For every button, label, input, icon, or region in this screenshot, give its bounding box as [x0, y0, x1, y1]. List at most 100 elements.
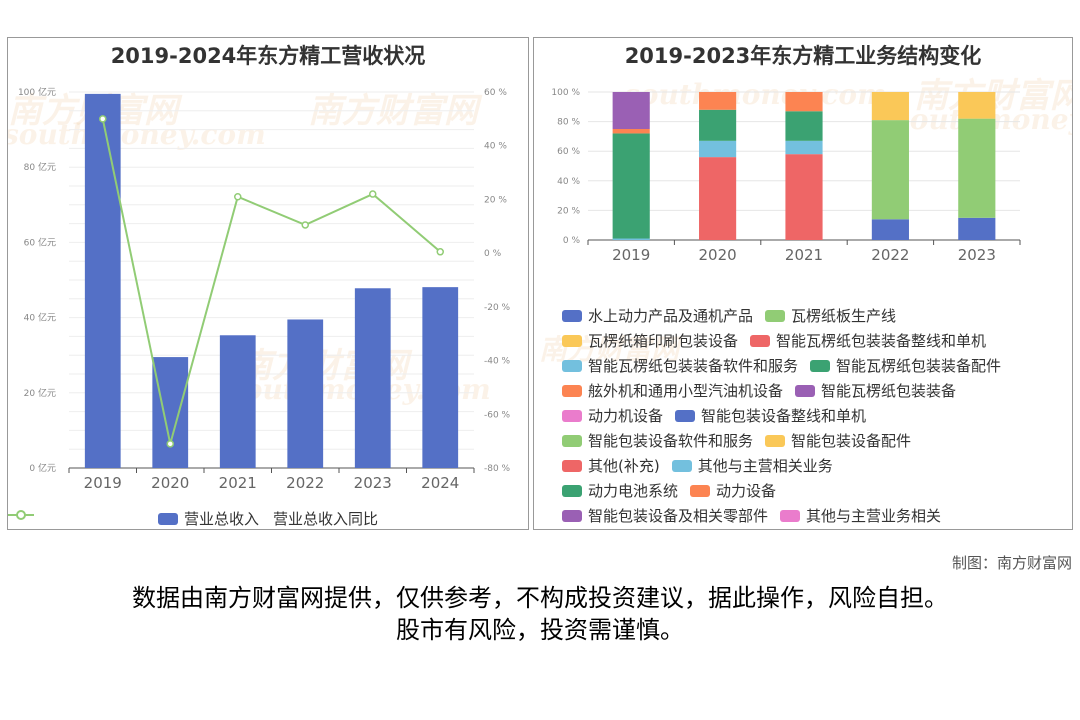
stacked-bar-segment: [958, 217, 996, 240]
legend-label: 舷外机和通用小型汽油机设备: [588, 382, 784, 400]
y-tick-label: 100 %: [551, 88, 580, 98]
structure-chart-svg: 0 % 20 % 40 % 60 % 80 % 100 % 2019 2020 2021 2022…: [551, 88, 1021, 264]
legend-line-marker-icon: [8, 510, 34, 520]
legend-item-revenue[interactable]: 营业总收入: [157, 508, 259, 529]
legend-swatch: [562, 309, 582, 322]
legend-swatch: [795, 384, 816, 397]
legend-label: 营业总收入: [183, 510, 259, 528]
legend-row: 其他业务收入瓦楞纸箱印刷包装设备(含数码印刷设备): [562, 528, 1067, 529]
y-tick-label: 60 %: [557, 147, 580, 157]
legend-label: 动力电池系统: [588, 482, 679, 500]
legend-item[interactable]: 智能瓦楞纸包装装备配件: [810, 355, 1001, 376]
legend-swatch: [671, 459, 692, 472]
legend-label: 动力设备: [716, 482, 777, 500]
legend-item[interactable]: 动力电池系统: [562, 480, 678, 501]
legend-label: 智能包装设备配件: [791, 432, 912, 450]
legend-row: 智能包装设备及相关零部件 其他与主营业务相关: [562, 503, 1067, 528]
y-left-tick-label: 0 亿元: [29, 462, 56, 474]
legend-item[interactable]: 动力设备: [690, 480, 776, 501]
legend-label: 智能包装设备软件和服务: [588, 432, 754, 450]
legend-label: 其他与主营业务相关: [806, 507, 942, 525]
legend-label: 其他与主营相关业务: [697, 457, 833, 475]
y-tick-label: 80 %: [557, 118, 580, 128]
legend-item[interactable]: 瓦楞纸板生产线: [765, 305, 896, 326]
legend-item[interactable]: 水上动力产品及通机产品: [562, 305, 753, 326]
legend-label: 智能瓦楞纸包装装备配件: [836, 357, 1002, 375]
x-tick-label: 2021: [785, 246, 823, 264]
bar-revenue: [219, 335, 256, 468]
legend-item[interactable]: 智能瓦楞纸包装装备整线和单机: [750, 330, 986, 351]
legend-item-yoy[interactable]: 营业总收入同比: [8, 508, 379, 529]
legend-label: 动力机设备: [588, 407, 664, 425]
legend-label: 瓦楞纸箱印刷包装设备: [588, 332, 739, 350]
y-right-tick-label: -20 %: [484, 303, 511, 313]
stacked-bar-segment: [612, 238, 650, 240]
chart-legend: 营业总收入 营业总收入同比: [8, 508, 528, 529]
chart-legend: 水上动力产品及通机产品 瓦楞纸板生产线瓦楞纸箱印刷包装设备 智能瓦楞纸包装装备整线和…: [562, 303, 1067, 529]
legend-swatch: [562, 434, 582, 447]
disclaimer-line-1: 数据由南方财富网提供，仅供参考，不构成投资建议，据此操作，风险自担。: [132, 584, 948, 612]
stacked-bar-segment: [612, 129, 650, 134]
yoy-point: [369, 190, 377, 198]
legend-item[interactable]: 其他(补充): [562, 455, 660, 476]
stacked-bar-segment: [612, 133, 650, 239]
yoy-point: [234, 192, 242, 201]
stacked-bar-segment: [871, 92, 909, 121]
stacked-bar-segment: [699, 157, 737, 240]
stacked-bar-segment: [612, 92, 650, 129]
stacked-bar-segment: [699, 109, 737, 141]
legend-label: 智能包装设备整线和单机: [701, 407, 867, 425]
legend-row: 瓦楞纸箱印刷包装设备 智能瓦楞纸包装装备整线和单机: [562, 328, 1067, 353]
legend-swatch: [750, 334, 771, 347]
legend-swatch: [810, 359, 831, 372]
legend-swatch: [765, 309, 786, 322]
legend-label: 智能包装设备及相关零部件: [588, 507, 769, 525]
legend-item[interactable]: 其他与主营相关业务: [671, 455, 833, 476]
legend-swatch-bar: [157, 512, 178, 525]
y-right-tick-label: 60 %: [484, 88, 507, 98]
legend-swatch: [562, 459, 582, 472]
x-tick-label: 2019: [84, 474, 122, 492]
stacked-bar-segment: [699, 140, 737, 158]
stacked-bar-segment: [958, 118, 996, 218]
legend-swatch: [675, 409, 696, 422]
legend-item[interactable]: 瓦楞纸箱印刷包装设备: [562, 330, 738, 351]
x-tick-label: 2024: [421, 474, 459, 492]
legend-item[interactable]: 智能包装设备配件: [765, 430, 911, 451]
legend-item[interactable]: 智能瓦楞纸包装装备: [795, 380, 956, 401]
legend-item[interactable]: 智能瓦楞纸包装装备软件和服务: [562, 355, 798, 376]
y-right-tick-label: 40 %: [484, 142, 507, 152]
chart-title: 2019-2024年东方精工营收状况: [110, 44, 426, 68]
legend-swatch: [765, 434, 786, 447]
yoy-point: [301, 221, 309, 229]
legend-label: 智能瓦楞纸包装装备整线和单机: [776, 332, 987, 350]
x-tick-label: 2023: [354, 474, 392, 492]
legend-swatch: [690, 484, 711, 497]
bar-revenue: [152, 357, 189, 468]
y-tick-label: 20 %: [557, 206, 580, 216]
legend-label: 智能瓦楞纸包装装备: [821, 382, 957, 400]
y-right-tick-label: -80 %: [484, 464, 511, 474]
y-left-tick-label: 80 亿元: [24, 161, 56, 173]
bar-revenue: [287, 319, 324, 468]
legend-item[interactable]: 智能包装设备软件和服务: [562, 430, 753, 451]
legend-row: 其他(补充) 其他与主营相关业务: [562, 453, 1067, 478]
y-left-tick-label: 40 亿元: [24, 312, 56, 324]
business-structure-chart-panel: 南方财富网 southmoney.com southmoney.com 南方财富…: [533, 37, 1073, 530]
legend-item[interactable]: 动力机设备: [562, 405, 663, 426]
y-right-tick-label: -40 %: [484, 357, 511, 367]
y-left-tick-label: 20 亿元: [24, 387, 56, 399]
stacked-bar-segment: [785, 111, 823, 141]
x-tick-label: 2022: [871, 246, 909, 264]
legend-item[interactable]: 舷外机和通用小型汽油机设备: [562, 380, 783, 401]
revenue-chart-svg: 0 亿元 20 亿元 40 亿元 60 亿元 80 亿元 100 亿元 -80 % -60 %…: [18, 86, 511, 492]
y-left-tick-label: 60 亿元: [24, 236, 56, 248]
legend-item[interactable]: 智能包装设备整线和单机: [675, 405, 866, 426]
legend-label: 营业总收入同比: [273, 510, 379, 528]
legend-row: 水上动力产品及通机产品 瓦楞纸板生产线: [562, 303, 1067, 328]
legend-item[interactable]: 智能包装设备及相关零部件: [562, 505, 768, 526]
chart-credit: 制图：南方财富网: [951, 554, 1072, 572]
stacked-bar-segment: [785, 140, 823, 155]
legend-item[interactable]: 其他与主营业务相关: [780, 505, 941, 526]
legend-label: 智能瓦楞纸包装装备软件和服务: [588, 357, 799, 375]
